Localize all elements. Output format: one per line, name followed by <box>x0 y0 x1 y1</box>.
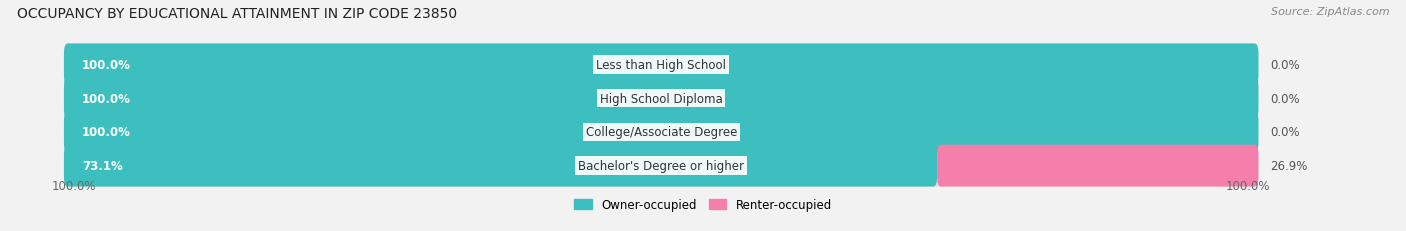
Text: 26.9%: 26.9% <box>1271 159 1308 172</box>
Text: 100.0%: 100.0% <box>1226 179 1271 192</box>
Text: 100.0%: 100.0% <box>82 92 131 105</box>
Text: 100.0%: 100.0% <box>82 126 131 139</box>
FancyBboxPatch shape <box>63 112 1258 153</box>
Text: 0.0%: 0.0% <box>1271 126 1301 139</box>
Text: 100.0%: 100.0% <box>82 59 131 72</box>
Text: 73.1%: 73.1% <box>82 159 122 172</box>
FancyBboxPatch shape <box>63 145 1258 187</box>
Text: College/Associate Degree: College/Associate Degree <box>585 126 737 139</box>
FancyBboxPatch shape <box>63 78 1258 119</box>
FancyBboxPatch shape <box>938 145 1258 187</box>
Text: OCCUPANCY BY EDUCATIONAL ATTAINMENT IN ZIP CODE 23850: OCCUPANCY BY EDUCATIONAL ATTAINMENT IN Z… <box>17 7 457 21</box>
FancyBboxPatch shape <box>63 112 1258 153</box>
FancyBboxPatch shape <box>63 44 1258 86</box>
Text: Bachelor's Degree or higher: Bachelor's Degree or higher <box>578 159 744 172</box>
FancyBboxPatch shape <box>63 78 1258 119</box>
Text: High School Diploma: High School Diploma <box>600 92 723 105</box>
FancyBboxPatch shape <box>63 44 1258 86</box>
Text: 100.0%: 100.0% <box>52 179 97 192</box>
Text: Less than High School: Less than High School <box>596 59 725 72</box>
Legend: Owner-occupied, Renter-occupied: Owner-occupied, Renter-occupied <box>569 194 837 216</box>
Text: 0.0%: 0.0% <box>1271 59 1301 72</box>
FancyBboxPatch shape <box>63 145 938 187</box>
Text: Source: ZipAtlas.com: Source: ZipAtlas.com <box>1271 7 1389 17</box>
Text: 0.0%: 0.0% <box>1271 92 1301 105</box>
